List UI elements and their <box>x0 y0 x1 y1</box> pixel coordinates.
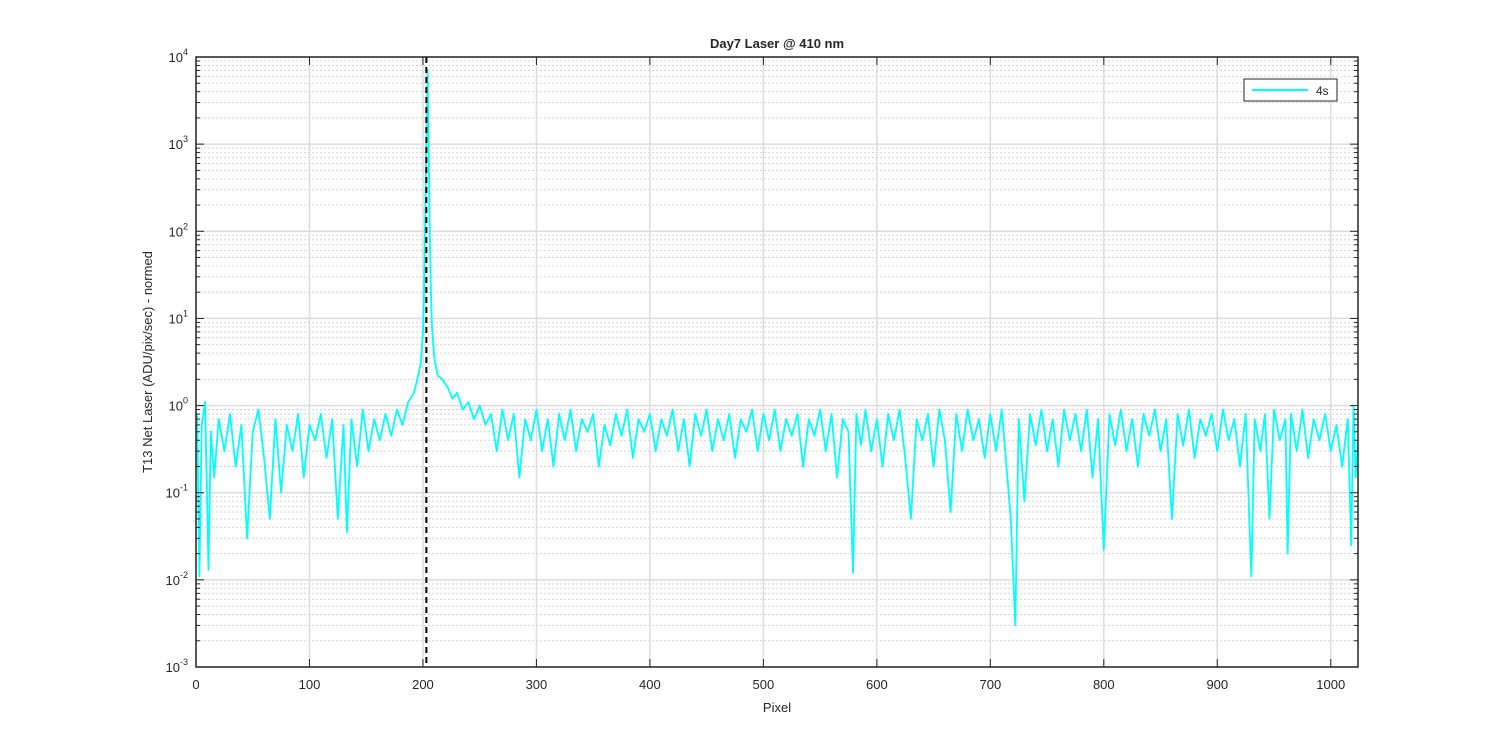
series-layer <box>196 69 1358 627</box>
y-tick-label: 101 <box>169 308 188 326</box>
axes-box <box>195 56 1359 668</box>
legend: 4s <box>1243 78 1338 102</box>
x-tick-label: 0 <box>192 677 199 692</box>
y-tick-labels: 10-3 10-2 10-1 100 101 102 103 104 <box>166 47 188 675</box>
series-line-4s <box>196 69 1358 627</box>
y-tick-label: 104 <box>169 47 188 65</box>
x-tick-label: 300 <box>526 677 548 692</box>
x-tick-label: 400 <box>639 677 661 692</box>
y-tick-label: 100 <box>169 396 188 414</box>
y-tick-label: 10-1 <box>166 483 188 501</box>
x-tick-label: 800 <box>1093 677 1115 692</box>
chart-title: Day7 Laser @ 410 nm <box>710 36 844 51</box>
y-tick-label: 103 <box>169 134 188 152</box>
x-tick-label: 1000 <box>1316 677 1345 692</box>
y-axis-label: T13 Net Laser (ADU/pix/sec) - normed <box>140 251 155 473</box>
x-tick-label: 600 <box>866 677 888 692</box>
minor-grid <box>196 60 1358 642</box>
x-tick-label: 900 <box>1206 677 1228 692</box>
x-tick-label: 500 <box>753 677 775 692</box>
x-tick-label: 200 <box>412 677 434 692</box>
x-axis-label: Pixel <box>763 700 791 715</box>
legend-label-4s: 4s <box>1316 84 1329 98</box>
x-tick-label: 700 <box>979 677 1001 692</box>
plot-area <box>196 57 1358 667</box>
tick-layer <box>195 56 1358 668</box>
y-tick-label: 102 <box>169 221 188 239</box>
major-grid <box>195 56 1358 668</box>
x-tick-labels: 0 100 200 300 400 500 600 700 800 900 1000 <box>192 677 1345 692</box>
y-tick-label: 10-2 <box>166 570 188 588</box>
y-tick-label: 10-3 <box>166 657 188 675</box>
x-tick-label: 100 <box>299 677 321 692</box>
